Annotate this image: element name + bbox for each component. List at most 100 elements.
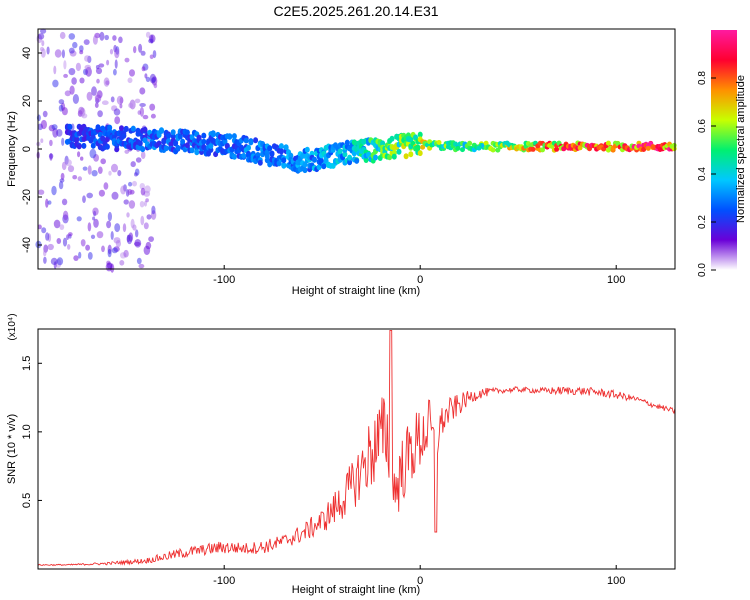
- heatmap-speckle: [83, 39, 90, 45]
- heatmap-speckle: [79, 50, 84, 55]
- heatmap-speckle: [109, 48, 114, 55]
- heatmap-cell: [121, 132, 127, 139]
- heatmap-speckle: [130, 161, 136, 168]
- heatmap-speckle: [61, 107, 68, 116]
- heatmap-speckle: [140, 151, 146, 160]
- heatmap-speckle: [113, 108, 121, 116]
- heatmap-speckle: [116, 95, 124, 105]
- heatmap-speckle: [87, 165, 92, 175]
- heatmap-speckle: [129, 69, 135, 77]
- heatmap-speckle: [61, 137, 65, 146]
- heatmap-speckle: [90, 234, 96, 239]
- heatmap-speckle: [138, 263, 145, 269]
- heatmap-speckle: [128, 102, 134, 109]
- heatmap-speckle: [114, 59, 118, 69]
- heatmap-cell: [67, 123, 73, 130]
- colorbar-tick-label: 0.0: [697, 263, 708, 277]
- heatmap-speckle: [82, 166, 88, 171]
- heatmap-speckle: [81, 113, 88, 119]
- heatmap-speckle: [119, 260, 125, 266]
- heatmap-speckle: [51, 185, 57, 196]
- heatmap-speckle: [56, 238, 62, 244]
- heatmap-cell: [302, 167, 308, 174]
- spectrogram-y-tick-label: 20: [21, 95, 33, 107]
- heatmap-cell: [170, 129, 176, 136]
- heatmap-cell: [189, 147, 195, 154]
- heatmap-speckle: [114, 48, 120, 59]
- heatmap-speckle: [96, 231, 104, 239]
- heatmap-speckle: [127, 77, 133, 84]
- heatmap-speckle: [128, 200, 136, 209]
- heatmap-speckle: [110, 263, 115, 273]
- snr-series: [37, 329, 676, 567]
- heatmap-speckle: [140, 215, 145, 226]
- heatmap-cell: [490, 147, 496, 153]
- colorbar-gradient: [711, 30, 737, 270]
- heatmap-speckle: [127, 188, 133, 196]
- heatmap-speckle: [141, 66, 146, 72]
- heatmap-speckle: [68, 33, 76, 40]
- colorbar-tick-label: 0.2: [697, 215, 708, 229]
- heatmap-speckle: [38, 33, 45, 40]
- snr-panel: -100 0 100 0.5 1.0 1.5 Height of straight li…: [6, 313, 676, 596]
- heatmap-speckle: [71, 77, 77, 85]
- heatmap-speckle: [40, 119, 48, 130]
- heatmap-cell: [577, 145, 583, 151]
- heatmap-speckle: [142, 114, 149, 120]
- heatmap-speckle: [115, 240, 121, 248]
- heatmap-speckle: [73, 255, 79, 261]
- heatmap-speckle: [101, 100, 109, 105]
- heatmap-speckle: [61, 49, 65, 59]
- snr-y-multiplier: (x10⁴): [7, 313, 18, 340]
- heatmap-speckle: [96, 78, 100, 84]
- heatmap-speckle: [45, 232, 50, 241]
- heatmap-speckle: [72, 41, 78, 49]
- heatmap-cell: [264, 153, 270, 160]
- heatmap-speckle: [139, 106, 144, 117]
- heatmap-speckle: [66, 234, 70, 241]
- heatmap-cell: [288, 152, 294, 159]
- snr-x-axis-label: Height of straight line (km): [292, 584, 420, 596]
- heatmap-cell: [130, 125, 136, 132]
- heatmap-cell: [100, 135, 106, 142]
- heatmap-speckle: [111, 191, 119, 200]
- heatmap-cell: [241, 152, 247, 159]
- heatmap-cell: [278, 143, 284, 150]
- heatmap-speckle: [138, 43, 143, 53]
- heatmap-speckle: [72, 175, 78, 180]
- heatmap-speckle: [95, 94, 102, 103]
- heatmap-speckle: [140, 187, 146, 196]
- heatmap-speckle: [151, 205, 156, 215]
- heatmap-speckle: [117, 170, 122, 177]
- heatmap-cell: [210, 131, 216, 138]
- heatmap-speckle: [128, 181, 133, 187]
- heatmap-speckle: [110, 96, 115, 103]
- spectrogram-x-tick-label: -100: [213, 274, 235, 286]
- heatmap-speckle: [126, 212, 130, 218]
- heatmap-speckle: [114, 223, 121, 233]
- heatmap-speckle: [86, 192, 93, 199]
- heatmap-speckle: [41, 40, 45, 47]
- heatmap-speckle: [107, 211, 112, 222]
- heatmap-speckle: [103, 182, 109, 190]
- heatmap-cell: [460, 147, 465, 153]
- spectrogram-y-tick-label: -40: [21, 237, 33, 253]
- heatmap-speckle: [51, 124, 58, 130]
- spectrogram-y-tick-label: 0: [21, 146, 33, 152]
- spectrogram-x-tick-label: 0: [417, 274, 423, 286]
- heatmap-cell: [403, 153, 409, 160]
- snr-y-tick-label: 1.0: [21, 424, 33, 439]
- heatmap-speckle: [118, 36, 123, 44]
- heatmap-cell: [246, 144, 251, 151]
- heatmap-speckle: [77, 176, 83, 182]
- snr-x-tick-label: 100: [607, 575, 625, 587]
- heatmap-speckle: [91, 170, 98, 177]
- heatmap-speckle: [126, 234, 130, 243]
- heatmap-speckle: [97, 166, 103, 174]
- heatmap-cell: [415, 145, 421, 152]
- heatmap-speckle: [89, 148, 97, 159]
- heatmap-cell: [605, 140, 611, 146]
- heatmap-speckle: [64, 90, 71, 97]
- heatmap-speckle: [40, 138, 44, 143]
- heatmap-speckle: [124, 57, 130, 63]
